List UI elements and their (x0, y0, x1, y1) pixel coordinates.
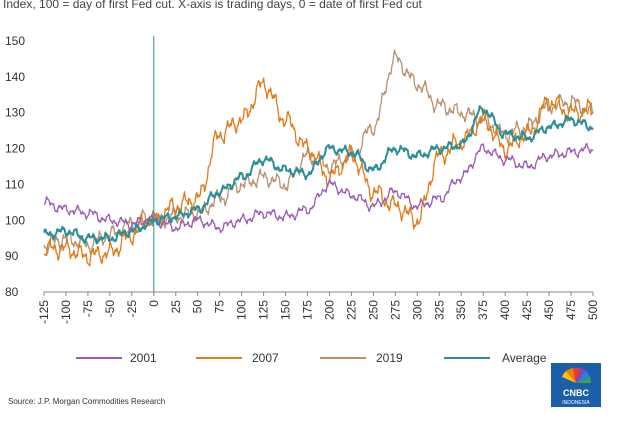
x-tick-label: 425 (520, 300, 534, 320)
y-tick-label: 80 (5, 285, 19, 299)
y-tick-label: 130 (5, 106, 25, 120)
y-tick-label: 110 (5, 177, 24, 191)
y-tick-label: 150 (5, 34, 25, 48)
x-tick-label: 100 (235, 300, 249, 320)
x-tick-label: -25 (125, 300, 139, 318)
legend-label-average: Average (502, 351, 547, 365)
x-tick-label: 400 (498, 300, 512, 320)
cnbc-indonesia-logo: CNBC INDONESIA (551, 363, 601, 407)
x-tick-label: -50 (103, 300, 117, 318)
y-axis: 150 140 130 120 110 100 90 80 (5, 34, 25, 299)
x-tick-label: -75 (81, 300, 95, 318)
x-tick-label: 0 (147, 300, 161, 307)
series-line-average (43, 105, 594, 245)
x-axis: -125 -100 -75 -50 -25 0 25 50 75 100 125 150 175 200 2… (37, 291, 600, 324)
series-layer (43, 49, 594, 267)
x-tick-label: 50 (191, 300, 205, 314)
x-tick-label: 325 (432, 300, 446, 320)
source-note: Source: J.P. Morgan Commodities Research (8, 397, 165, 406)
x-tick-label: 450 (542, 300, 556, 320)
x-tick-label: 375 (476, 300, 490, 320)
x-tick-label: 125 (257, 300, 271, 320)
series-line-2001 (43, 143, 594, 234)
x-tick-label: 150 (279, 300, 293, 320)
legend-label-2007: 2007 (252, 351, 279, 365)
legend: 2001 2007 2019 Average (76, 351, 547, 365)
x-tick-label: 75 (213, 300, 227, 314)
x-tick-label: 200 (322, 300, 336, 320)
x-tick-label: 25 (169, 300, 183, 314)
legend-label-2019: 2019 (376, 351, 403, 365)
peacock-icon: CNBC INDONESIA (562, 367, 592, 406)
y-tick-label: 120 (5, 142, 25, 156)
x-tick-label: 500 (586, 300, 600, 320)
y-tick-label: 100 (5, 213, 25, 227)
y-tick-label: 140 (5, 70, 25, 84)
legend-label-2001: 2001 (130, 351, 157, 365)
x-tick-label: 275 (388, 300, 402, 320)
logo-text-indonesia: INDONESIA (562, 400, 590, 406)
x-tick-label: -100 (59, 300, 73, 324)
series-line-2007 (43, 77, 594, 267)
x-tick-label: 475 (564, 300, 578, 320)
logo-text-cnbc: CNBC (563, 388, 589, 398)
y-tick-label: 90 (5, 249, 19, 263)
x-tick-label: 225 (344, 300, 358, 320)
x-tick-label: -125 (37, 300, 51, 324)
chart-subtitle: Index, 100 = day of first Fed cut. X-axi… (3, 0, 423, 11)
x-tick-label: 300 (410, 300, 424, 320)
x-tick-label: 350 (454, 300, 468, 320)
x-tick-label: 175 (301, 300, 315, 320)
x-tick-label: 250 (366, 300, 380, 320)
